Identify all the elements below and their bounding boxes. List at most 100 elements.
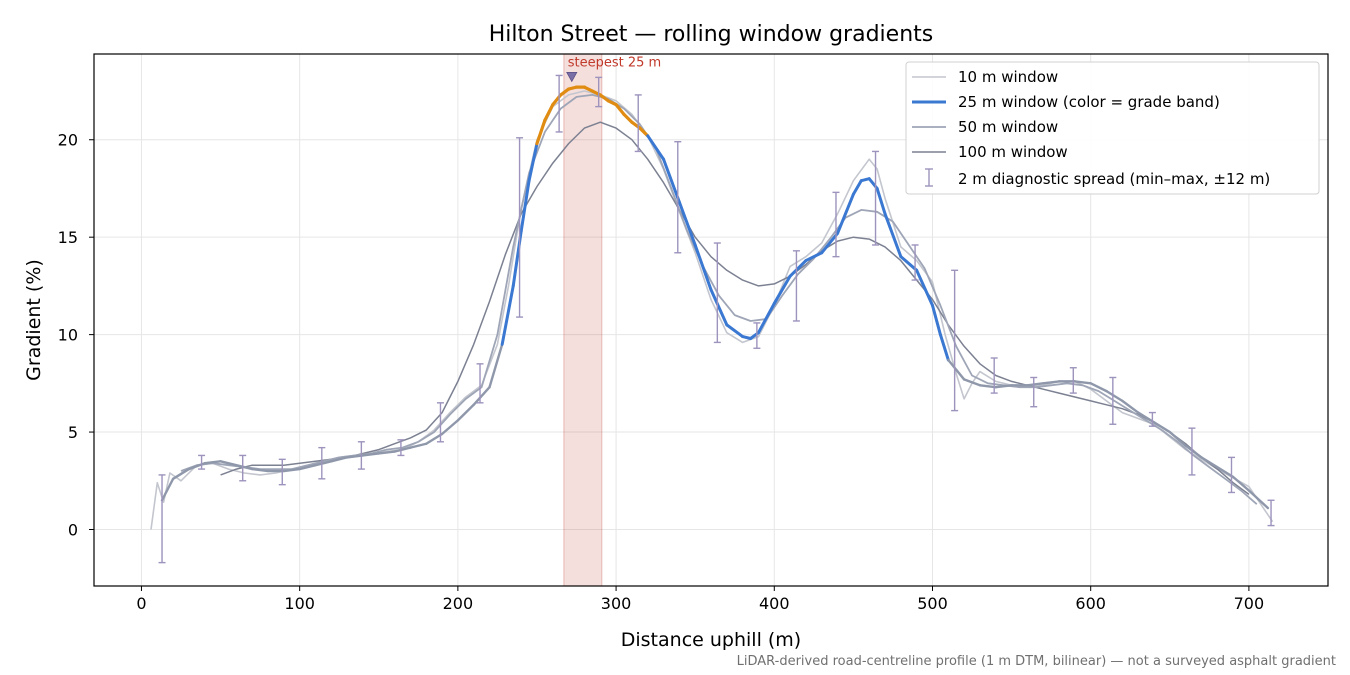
series-segment-25m — [646, 134, 666, 161]
series-segment-25m — [851, 179, 863, 196]
series-segment-25m — [361, 452, 380, 457]
series-segment-25m — [425, 432, 444, 445]
errorbar — [198, 454, 206, 470]
series-segment-25m — [978, 384, 997, 389]
series-segment-25m — [938, 333, 950, 362]
series-segment-25m — [282, 467, 301, 473]
errorbar — [911, 244, 919, 281]
series-segment-25m — [409, 442, 428, 449]
series-segment-25m — [219, 460, 238, 467]
series-segment-25m — [1105, 389, 1124, 403]
errorbar — [516, 137, 524, 318]
series-segment-25m — [693, 243, 713, 292]
series-segment-25m — [543, 103, 555, 122]
series-segment-25m — [614, 103, 626, 117]
series-segment-25m — [709, 288, 729, 327]
y-axis-label: Gradient (%) — [23, 259, 45, 381]
series-segment-25m — [472, 386, 491, 406]
errorbar — [634, 94, 642, 153]
steepest-window-band — [563, 53, 603, 587]
errorbar — [1267, 499, 1275, 527]
errorbar — [397, 439, 405, 457]
steepest-marker — [566, 71, 578, 83]
errorbar — [753, 322, 761, 349]
series-line-100m — [220, 121, 1250, 496]
errorbar — [357, 441, 365, 470]
series-segment-25m — [298, 463, 317, 471]
series-segment-25m — [1216, 465, 1235, 479]
errorbar — [158, 474, 166, 564]
footnote: LiDAR-derived road-centreline profile (1… — [737, 654, 1336, 669]
errorbar — [951, 269, 959, 412]
series-segment-25m — [1026, 382, 1045, 387]
series-segment-25m — [345, 454, 365, 459]
series-segment-25m — [899, 255, 919, 272]
series-segment-25m — [535, 118, 547, 146]
series-segment-25m — [638, 126, 650, 138]
errorbar — [595, 76, 603, 108]
series-segment-25m — [251, 467, 270, 473]
series-segment-25m — [559, 87, 571, 97]
series-segment-25m — [1247, 489, 1270, 510]
errorbar — [872, 150, 880, 246]
errorbar — [318, 446, 326, 480]
plot-area: steepest 25 m — [150, 53, 1275, 587]
legend: 10 m window 25 m window (color = grade b… — [905, 61, 1320, 195]
y-tick-label: 10 — [58, 326, 78, 345]
axis-ticks: 0 100 200 300 400 500 600 700 0 5 10 15 20 — [58, 131, 1265, 613]
series-segment-25m — [527, 142, 539, 183]
series-segment-25m — [500, 284, 515, 346]
series-segment-25m — [836, 192, 855, 235]
series-segment-25m — [962, 378, 982, 387]
series-segment-25m — [677, 200, 697, 247]
x-tick-label: 300 — [601, 594, 632, 613]
series-segment-25m — [203, 460, 222, 465]
x-tick-label: 400 — [759, 594, 790, 613]
errorbar — [1030, 376, 1038, 408]
series-segment-25m — [915, 268, 934, 307]
chart-title: Hilton Street — rolling window gradients — [489, 22, 933, 47]
errorbar — [1148, 411, 1156, 427]
errorbar — [239, 454, 247, 482]
series-segment-25m — [622, 112, 634, 124]
series-segment-25m — [875, 186, 887, 216]
series-segment-25m — [519, 179, 531, 233]
series-segment-25m — [1184, 444, 1203, 459]
x-tick-label: 500 — [917, 594, 948, 613]
series-segment-25m — [1152, 421, 1171, 434]
x-tick-label: 700 — [1234, 594, 1265, 613]
series-segment-25m — [377, 450, 396, 455]
x-tick-label: 200 — [443, 594, 474, 613]
y-tick-label: 0 — [68, 520, 78, 539]
series-segment-25m — [1168, 430, 1187, 447]
plot-frame — [93, 53, 1329, 587]
series-segment-25m — [1121, 399, 1140, 414]
errorbar — [555, 74, 563, 133]
legend-label-10m: 10 m window — [958, 68, 1058, 86]
series-segment-25m — [947, 358, 966, 381]
errorbar — [436, 402, 444, 443]
legend-label-50m: 50 m window — [958, 118, 1058, 136]
legend-label-25m: 25 m window (color = grade band) — [958, 93, 1220, 111]
errorbar — [1069, 367, 1077, 394]
series-segment-25m — [883, 212, 903, 259]
series-segment-25m — [662, 157, 681, 204]
series-segment-25m — [994, 384, 1013, 389]
series-segment-25m — [171, 467, 191, 481]
errorbar — [1188, 427, 1196, 476]
series-segment-25m — [314, 460, 333, 467]
series-segment-25m — [598, 93, 610, 103]
series-segment-25m — [440, 419, 460, 436]
legend-box — [905, 61, 1320, 195]
steepest-label: steepest 25 m — [568, 55, 661, 70]
errorbar — [1227, 456, 1235, 494]
series-segment-25m — [930, 303, 942, 337]
legend-label-100m: 100 m window — [958, 143, 1068, 161]
series-segment-25m — [1073, 380, 1092, 385]
errorbar — [476, 363, 484, 404]
series-segment-25m — [1042, 380, 1061, 385]
series-segment-25m — [756, 301, 776, 335]
legend-label-spread: 2 m diagnostic spread (min–max, ±12 m) — [958, 170, 1270, 188]
y-tick-label: 5 — [68, 423, 78, 442]
